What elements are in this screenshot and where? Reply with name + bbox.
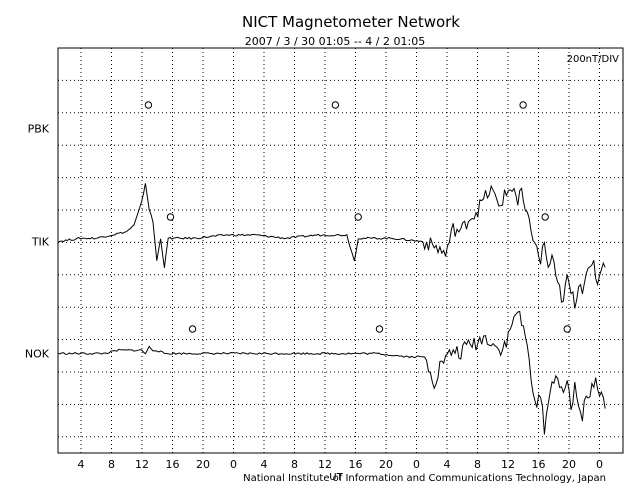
x-tick-label: 16 [349,458,363,471]
station-label-pbk: PBK [28,123,50,136]
scale-label: 200nT/DIV [567,54,620,65]
chart-title: NICT Magnetometer Network [242,13,460,31]
marker-tik [166,213,175,221]
marker-nok [563,325,571,333]
trace-nok [57,310,606,435]
marker-tik [354,213,362,221]
hour-markers [144,101,571,333]
x-tick-label: 4 [444,458,451,471]
credit-text: National Institute of Information and Co… [243,473,606,484]
marker-pbk [331,101,340,109]
x-axis-label: UT [329,472,343,483]
x-tick-label: 20 [379,458,393,471]
marker-nok [188,325,197,333]
x-tick-label: 8 [474,458,481,471]
x-tick-label: 4 [261,458,268,471]
x-tick-label: 12 [501,458,515,471]
x-tick-label: 20 [562,458,576,471]
data-traces [57,183,606,435]
trace-tik [57,183,606,309]
marker-nok [375,325,384,333]
x-tick-label: 16 [532,458,546,471]
x-tick-label: 20 [196,458,210,471]
x-tick-label: 8 [108,458,115,471]
x-tick-labels: 4 8 12 16 20 0 4 8 12 16 20 0 4 8 12 16 20 0 [78,458,604,471]
x-tick-label: 0 [230,458,237,471]
x-tick-label: 4 [78,458,85,471]
x-tick-label: 0 [596,458,603,471]
station-labels: PBK TIK NOK [25,123,50,361]
plot-frame [57,47,624,454]
chart-subtitle: 2007 / 3 / 30 01:05 -- 4 / 2 01:05 [245,35,425,48]
x-tick-label: 12 [135,458,149,471]
x-tick-label: 12 [318,458,332,471]
marker-tik [541,213,549,221]
grid-lines [58,48,623,453]
station-label-nok: NOK [25,348,50,361]
marker-pbk [144,101,153,109]
station-label-tik: TIK [31,236,50,249]
x-tick-label: 8 [291,458,298,471]
marker-pbk [519,101,527,109]
x-tick-label: 16 [166,458,180,471]
x-tick-label: 0 [413,458,420,471]
